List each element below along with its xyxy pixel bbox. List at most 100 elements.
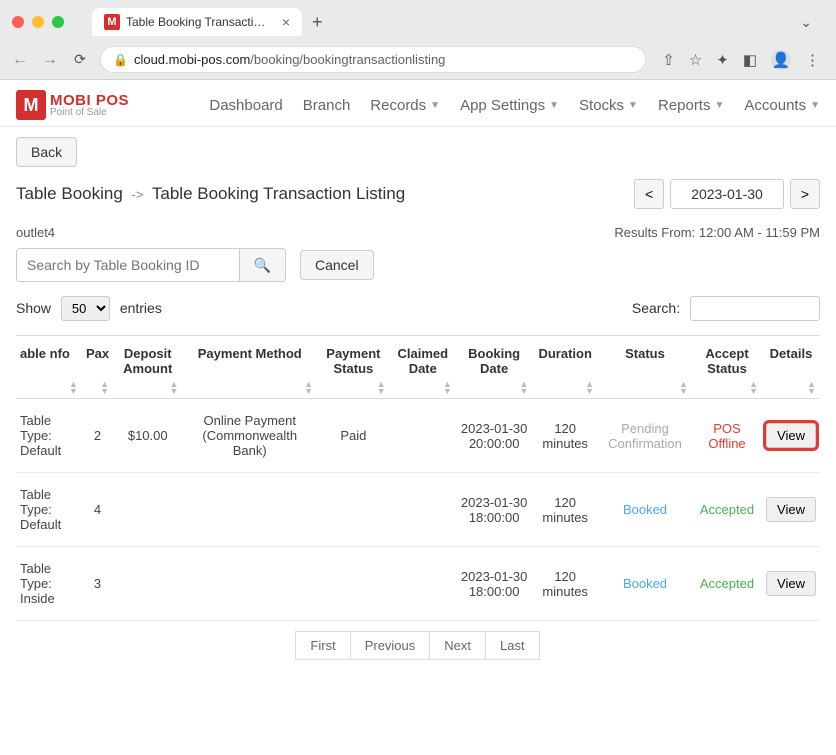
cell-deposit: $10.00 bbox=[113, 399, 182, 473]
cell-accept-status: Accepted bbox=[692, 547, 762, 621]
cell-deposit bbox=[113, 473, 182, 547]
lock-icon: 🔒 bbox=[113, 53, 128, 67]
logo-subtitle: Point of Sale bbox=[50, 108, 129, 118]
window-chevron-icon[interactable]: ⌄ bbox=[800, 14, 812, 31]
view-button[interactable]: View bbox=[766, 571, 816, 596]
cell-payment-method: Online Payment (Commonwealth Bank) bbox=[182, 399, 317, 473]
nav-records[interactable]: Records▼ bbox=[370, 97, 440, 114]
bookmark-icon[interactable]: ☆ bbox=[689, 51, 702, 69]
nav-reports[interactable]: Reports▼ bbox=[658, 97, 724, 114]
tab-favicon: M bbox=[104, 14, 120, 30]
browser-tab-active[interactable]: M Table Booking Transaction Listi × bbox=[92, 8, 302, 36]
panel-icon[interactable]: ◧ bbox=[743, 51, 757, 69]
col-payment-method[interactable]: Payment Method▲▼ bbox=[182, 336, 317, 399]
table-search-label: Search: bbox=[632, 300, 680, 316]
date-picker: < 2023-01-30 > bbox=[634, 179, 820, 209]
col-claimed-date[interactable]: Claimed Date▲▼ bbox=[390, 336, 456, 399]
window-minimize[interactable] bbox=[32, 16, 44, 28]
next-day-button[interactable]: > bbox=[790, 179, 820, 209]
breadcrumb: Table Booking -> Table Booking Transacti… bbox=[16, 184, 405, 204]
outlet-row: outlet4 Results From: 12:00 AM - 11:59 P… bbox=[16, 225, 820, 240]
page-next[interactable]: Next bbox=[429, 631, 486, 660]
table-row: Table Type: Inside 3 2023-01-30 18:00:00… bbox=[16, 547, 820, 621]
view-button[interactable]: View bbox=[766, 497, 816, 522]
col-pax[interactable]: Pax▲▼ bbox=[82, 336, 113, 399]
cell-claimed-date bbox=[390, 399, 456, 473]
cell-payment-method bbox=[182, 473, 317, 547]
menu-icon[interactable]: ⋮ bbox=[805, 51, 820, 69]
url-bar[interactable]: 🔒 cloud.mobi-pos.com/booking/bookingtran… bbox=[100, 46, 646, 73]
profile-icon[interactable]: 👤 bbox=[771, 50, 791, 70]
new-tab-button[interactable]: + bbox=[312, 12, 323, 33]
table-search-input[interactable] bbox=[690, 296, 820, 321]
sort-icon: ▲▼ bbox=[69, 381, 78, 395]
cell-payment-status: Paid bbox=[317, 399, 390, 473]
col-deposit[interactable]: Deposit Amount▲▼ bbox=[113, 336, 182, 399]
logo[interactable]: M MOBI POS Point of Sale bbox=[16, 90, 129, 120]
booking-id-input[interactable] bbox=[17, 249, 239, 281]
cell-pax: 3 bbox=[82, 547, 113, 621]
search-button[interactable]: 🔍 bbox=[239, 249, 285, 281]
tab-close-icon[interactable]: × bbox=[282, 14, 290, 30]
nav-dashboard[interactable]: Dashboard bbox=[209, 97, 282, 114]
cell-payment-status bbox=[317, 473, 390, 547]
col-accept-status[interactable]: Accept Status▲▼ bbox=[692, 336, 762, 399]
results-range: Results From: 12:00 AM - 11:59 PM bbox=[614, 225, 820, 240]
page-content: Back Table Booking -> Table Booking Tran… bbox=[0, 127, 836, 670]
sort-icon: ▲▼ bbox=[304, 381, 313, 395]
window-controls: M Table Booking Transaction Listi × + ⌄ bbox=[0, 0, 836, 40]
entries-select[interactable]: 50 bbox=[61, 296, 110, 321]
col-duration[interactable]: Duration▲▼ bbox=[532, 336, 598, 399]
col-details[interactable]: Details▲▼ bbox=[762, 336, 820, 399]
page-previous[interactable]: Previous bbox=[350, 631, 431, 660]
caret-icon: ▼ bbox=[810, 100, 820, 111]
nav-back-icon[interactable]: ← bbox=[10, 51, 30, 69]
nav-stocks[interactable]: Stocks▼ bbox=[579, 97, 638, 114]
reload-icon[interactable]: ⟳ bbox=[70, 51, 90, 68]
cell-payment-method bbox=[182, 547, 317, 621]
tab-title: Table Booking Transaction Listi bbox=[126, 15, 272, 29]
transactions-table: able nfo▲▼ Pax▲▼ Deposit Amount▲▼ Paymen… bbox=[16, 335, 820, 621]
sort-icon: ▲▼ bbox=[679, 381, 688, 395]
booking-id-search: 🔍 bbox=[16, 248, 286, 282]
date-input[interactable]: 2023-01-30 bbox=[670, 179, 784, 209]
window-maximize[interactable] bbox=[52, 16, 64, 28]
sort-icon: ▲▼ bbox=[585, 381, 594, 395]
col-status[interactable]: Status▲▼ bbox=[598, 336, 692, 399]
show-label-before: Show bbox=[16, 300, 51, 316]
cell-pax: 4 bbox=[82, 473, 113, 547]
col-table-info[interactable]: able nfo▲▼ bbox=[16, 336, 82, 399]
col-payment-status[interactable]: Payment Status▲▼ bbox=[317, 336, 390, 399]
table-row: Table Type: Default 2 $10.00 Online Paym… bbox=[16, 399, 820, 473]
nav-app-settings[interactable]: App Settings▼ bbox=[460, 97, 559, 114]
cell-status: Pending Confirmation bbox=[598, 399, 692, 473]
logo-text: MOBI POS Point of Sale bbox=[50, 93, 129, 118]
col-booking-date[interactable]: Booking Date▲▼ bbox=[456, 336, 532, 399]
cell-table-info: Table Type: Default bbox=[16, 473, 82, 547]
page-last[interactable]: Last bbox=[485, 631, 540, 660]
cell-payment-status bbox=[317, 547, 390, 621]
nav-branch[interactable]: Branch bbox=[303, 97, 351, 114]
nav-accounts[interactable]: Accounts▼ bbox=[744, 97, 820, 114]
cancel-button[interactable]: Cancel bbox=[300, 250, 374, 280]
cell-table-info: Table Type: Default bbox=[16, 399, 82, 473]
back-button[interactable]: Back bbox=[16, 137, 77, 167]
cell-details: View bbox=[762, 547, 820, 621]
nav-forward-icon: → bbox=[40, 51, 60, 69]
page-first[interactable]: First bbox=[295, 631, 350, 660]
sort-icon: ▲▼ bbox=[169, 381, 178, 395]
prev-day-button[interactable]: < bbox=[634, 179, 664, 209]
browser-chrome: M Table Booking Transaction Listi × + ⌄ … bbox=[0, 0, 836, 80]
breadcrumb-current: Table Booking Transaction Listing bbox=[152, 184, 405, 203]
breadcrumb-root[interactable]: Table Booking bbox=[16, 184, 123, 203]
window-close[interactable] bbox=[12, 16, 24, 28]
caret-icon: ▼ bbox=[628, 100, 638, 111]
sort-icon: ▲▼ bbox=[100, 381, 109, 395]
sort-icon: ▲▼ bbox=[807, 381, 816, 395]
search-row: 🔍 Cancel bbox=[16, 248, 820, 282]
main-nav: Dashboard Branch Records▼ App Settings▼ … bbox=[209, 97, 820, 114]
breadcrumb-separator: -> bbox=[132, 187, 144, 202]
extensions-icon[interactable]: ✦ bbox=[716, 51, 729, 69]
view-button[interactable]: View bbox=[766, 423, 816, 448]
share-icon[interactable]: ⇧ bbox=[662, 51, 675, 69]
